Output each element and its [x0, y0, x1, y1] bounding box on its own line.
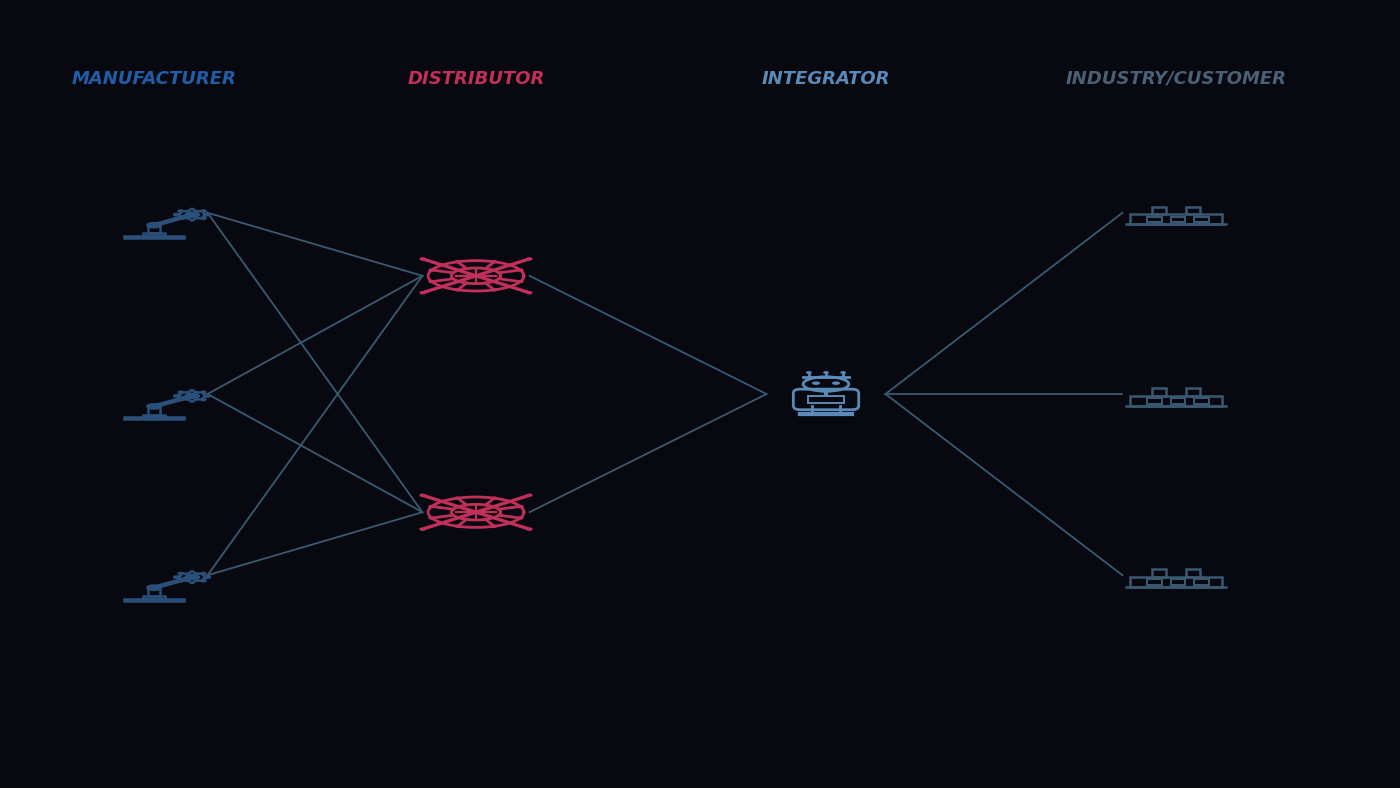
- Ellipse shape: [518, 281, 524, 282]
- Bar: [189, 576, 195, 578]
- Ellipse shape: [455, 289, 461, 291]
- Ellipse shape: [491, 526, 497, 527]
- Ellipse shape: [806, 372, 811, 374]
- Bar: [1194, 398, 1208, 403]
- Ellipse shape: [526, 528, 532, 530]
- Ellipse shape: [455, 261, 461, 262]
- Ellipse shape: [518, 506, 524, 507]
- Bar: [189, 395, 195, 396]
- Ellipse shape: [526, 495, 532, 496]
- Ellipse shape: [428, 269, 434, 271]
- Text: MANUFACTURER: MANUFACTURER: [71, 70, 237, 87]
- Bar: [1152, 207, 1166, 214]
- Ellipse shape: [833, 382, 839, 385]
- Bar: [1186, 207, 1200, 214]
- Bar: [1130, 214, 1222, 225]
- Bar: [808, 396, 844, 403]
- Bar: [1147, 217, 1162, 222]
- Bar: [1186, 570, 1200, 577]
- Ellipse shape: [491, 261, 497, 262]
- Ellipse shape: [455, 497, 461, 499]
- Bar: [1152, 388, 1166, 396]
- Ellipse shape: [455, 526, 461, 527]
- Ellipse shape: [526, 258, 532, 260]
- Bar: [1170, 579, 1186, 585]
- Text: INTEGRATOR: INTEGRATOR: [762, 70, 890, 87]
- Bar: [1170, 398, 1186, 403]
- Bar: [1186, 388, 1200, 396]
- Ellipse shape: [823, 372, 829, 374]
- Ellipse shape: [428, 281, 434, 282]
- Bar: [1194, 217, 1208, 222]
- Ellipse shape: [420, 258, 426, 260]
- Ellipse shape: [491, 289, 497, 291]
- Ellipse shape: [526, 292, 532, 293]
- Ellipse shape: [813, 382, 819, 385]
- Ellipse shape: [518, 269, 524, 271]
- Ellipse shape: [420, 495, 426, 496]
- Bar: [1147, 398, 1162, 403]
- Ellipse shape: [491, 497, 497, 499]
- Text: DISTRIBUTOR: DISTRIBUTOR: [407, 70, 545, 87]
- Bar: [189, 214, 195, 215]
- Ellipse shape: [518, 517, 524, 519]
- Bar: [1152, 570, 1166, 577]
- Bar: [1194, 579, 1208, 585]
- Ellipse shape: [428, 506, 434, 507]
- Bar: [1170, 217, 1186, 222]
- Text: INDUSTRY/CUSTOMER: INDUSTRY/CUSTOMER: [1065, 70, 1287, 87]
- Ellipse shape: [420, 528, 426, 530]
- Ellipse shape: [841, 372, 846, 374]
- Ellipse shape: [428, 517, 434, 519]
- Ellipse shape: [420, 292, 426, 293]
- Bar: [1130, 577, 1222, 587]
- Bar: [1147, 579, 1162, 585]
- Bar: [1130, 396, 1222, 406]
